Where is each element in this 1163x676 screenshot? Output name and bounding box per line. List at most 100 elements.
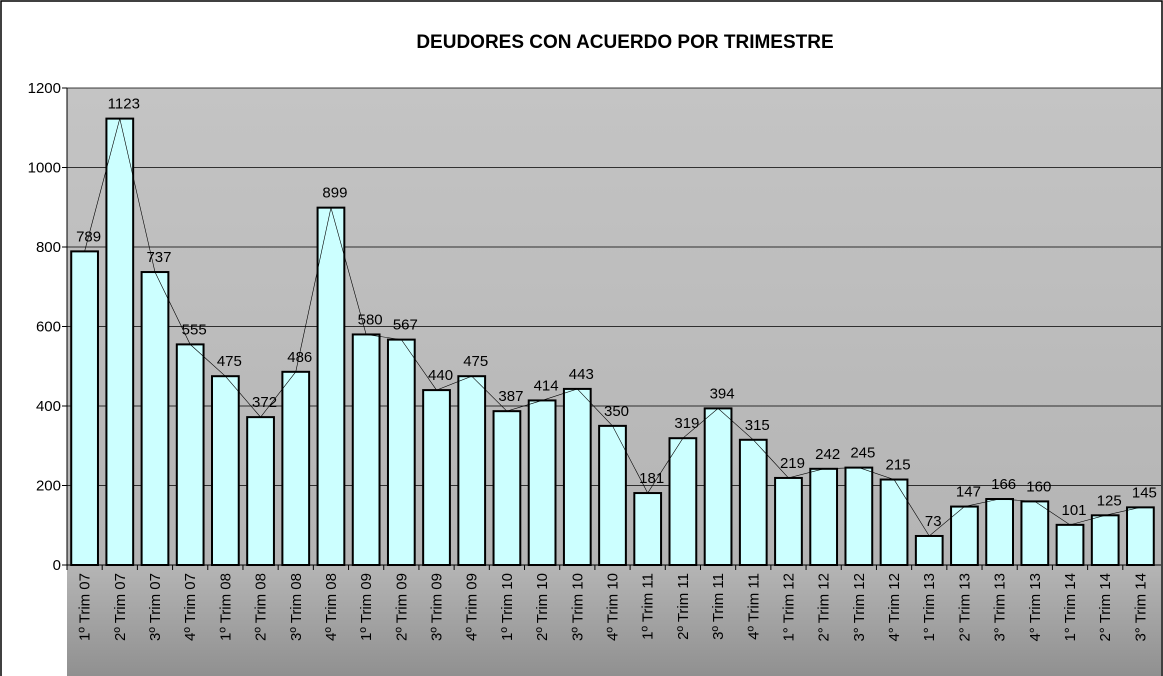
bar [1090, 514, 1120, 566]
y-tick-label: 200 [36, 478, 61, 495]
data-label: 319 [674, 415, 699, 432]
x-tick-label: 1° Trim 14 [1062, 573, 1079, 642]
x-tick-label: 2º Trim 10 [534, 573, 551, 641]
bar [1126, 506, 1155, 566]
data-label: 245 [850, 445, 875, 462]
data-label: 372 [252, 394, 277, 411]
y-tick-label: 1000 [28, 160, 61, 177]
bar [422, 389, 451, 566]
x-tick-label: 2° Trim 13 [956, 573, 973, 642]
x-tick-label: 4º Trim 07 [182, 573, 199, 641]
data-label: 166 [991, 476, 1016, 493]
data-label: 101 [1062, 502, 1087, 519]
data-label: 475 [217, 353, 242, 370]
data-label: 181 [639, 470, 664, 487]
x-tick-label: 3° Trim 12 [851, 573, 868, 642]
y-tick-label: 600 [36, 319, 61, 336]
bar [281, 370, 311, 566]
plot-area [67, 88, 1161, 676]
x-tick-label: 4º Trim 08 [323, 573, 340, 641]
bar [527, 399, 557, 566]
data-label: 567 [393, 317, 418, 334]
data-label: 219 [780, 455, 805, 472]
data-label: 414 [534, 377, 559, 394]
x-tick-label: 3º Trim 11 [710, 573, 727, 640]
x-tick-label: 1° Trim 12 [780, 573, 797, 642]
bar [598, 424, 627, 566]
x-tick-label: 2° Trim 14 [1097, 573, 1114, 642]
bar [703, 407, 733, 567]
bar [844, 466, 874, 566]
x-tick-label: 3° Trim 13 [992, 573, 1009, 642]
connector-line [84, 118, 1141, 537]
bar [1020, 500, 1050, 566]
y-tick-label: 800 [36, 239, 61, 256]
bar [562, 387, 592, 566]
bar [246, 416, 275, 566]
bar [774, 476, 803, 567]
bar [386, 338, 416, 566]
x-tick-label: 2º Trim 09 [393, 573, 410, 641]
bar [70, 250, 99, 566]
bar [879, 478, 909, 567]
x-tick-label: 1º Trim 09 [358, 573, 375, 641]
bar [1055, 523, 1085, 566]
bar [985, 498, 1015, 567]
chart-title: DEUDORES CON ACUERDO POR TRIMESTRE [416, 32, 833, 53]
x-tick-label: 3° Trim 14 [1132, 573, 1149, 642]
data-label: 440 [428, 367, 453, 384]
bar [105, 117, 135, 566]
data-label: 580 [358, 311, 383, 328]
bar [210, 375, 240, 566]
data-label: 475 [463, 353, 488, 370]
bar [950, 505, 979, 567]
data-label: 387 [498, 388, 523, 405]
x-tick-label: 1º Trim 10 [499, 573, 516, 641]
x-tick-label: 4º Trim 10 [605, 573, 622, 641]
data-label: 899 [322, 185, 347, 202]
x-tick-label: 3º Trim 09 [429, 573, 446, 641]
x-tick-label: 2° Trim 12 [816, 573, 833, 642]
x-tick-label: 1° Trim 13 [921, 573, 938, 642]
y-tick-label: 0 [53, 557, 61, 574]
bar [809, 467, 839, 566]
bar [351, 333, 381, 567]
data-label: 1123 [108, 96, 140, 113]
bar [140, 271, 170, 566]
bar [492, 410, 522, 567]
x-tick-label: 3º Trim 08 [288, 573, 305, 641]
bar [457, 375, 487, 566]
bar [738, 438, 768, 567]
data-label: 73 [925, 513, 942, 530]
bar [914, 534, 944, 566]
data-label: 443 [569, 366, 594, 383]
x-tick-label: 3º Trim 07 [147, 573, 164, 641]
data-label: 555 [182, 321, 207, 338]
data-label: 125 [1097, 492, 1122, 509]
data-label: 145 [1132, 484, 1157, 501]
y-tick-label: 400 [36, 398, 61, 415]
data-label: 215 [886, 457, 911, 474]
x-tick-label: 2º Trim 08 [253, 573, 270, 641]
data-label: 350 [604, 403, 629, 420]
x-tick-label: 4º Trim 09 [464, 573, 481, 641]
x-tick-label: 1º Trim 11 [640, 573, 657, 640]
data-label: 486 [287, 349, 312, 366]
x-tick-label: 1º Trim 08 [217, 573, 234, 641]
bar [668, 437, 698, 567]
data-label: 147 [956, 484, 981, 501]
bar [316, 206, 346, 567]
y-tick-label: 1200 [28, 80, 61, 97]
x-tick-label: 2º Trim 11 [675, 573, 692, 640]
data-label: 160 [1026, 478, 1051, 495]
data-label: 315 [745, 417, 770, 434]
data-label: 242 [815, 446, 840, 463]
x-tick-label: 1º Trim 07 [77, 573, 94, 641]
x-tick-label: 4º Trim 11 [745, 573, 762, 640]
x-tick-label: 3º Trim 10 [569, 573, 586, 641]
x-tick-label: 4° Trim 12 [886, 573, 903, 642]
bar [175, 343, 205, 567]
data-label: 394 [710, 385, 735, 402]
x-tick-label: 2º Trim 07 [112, 573, 129, 641]
